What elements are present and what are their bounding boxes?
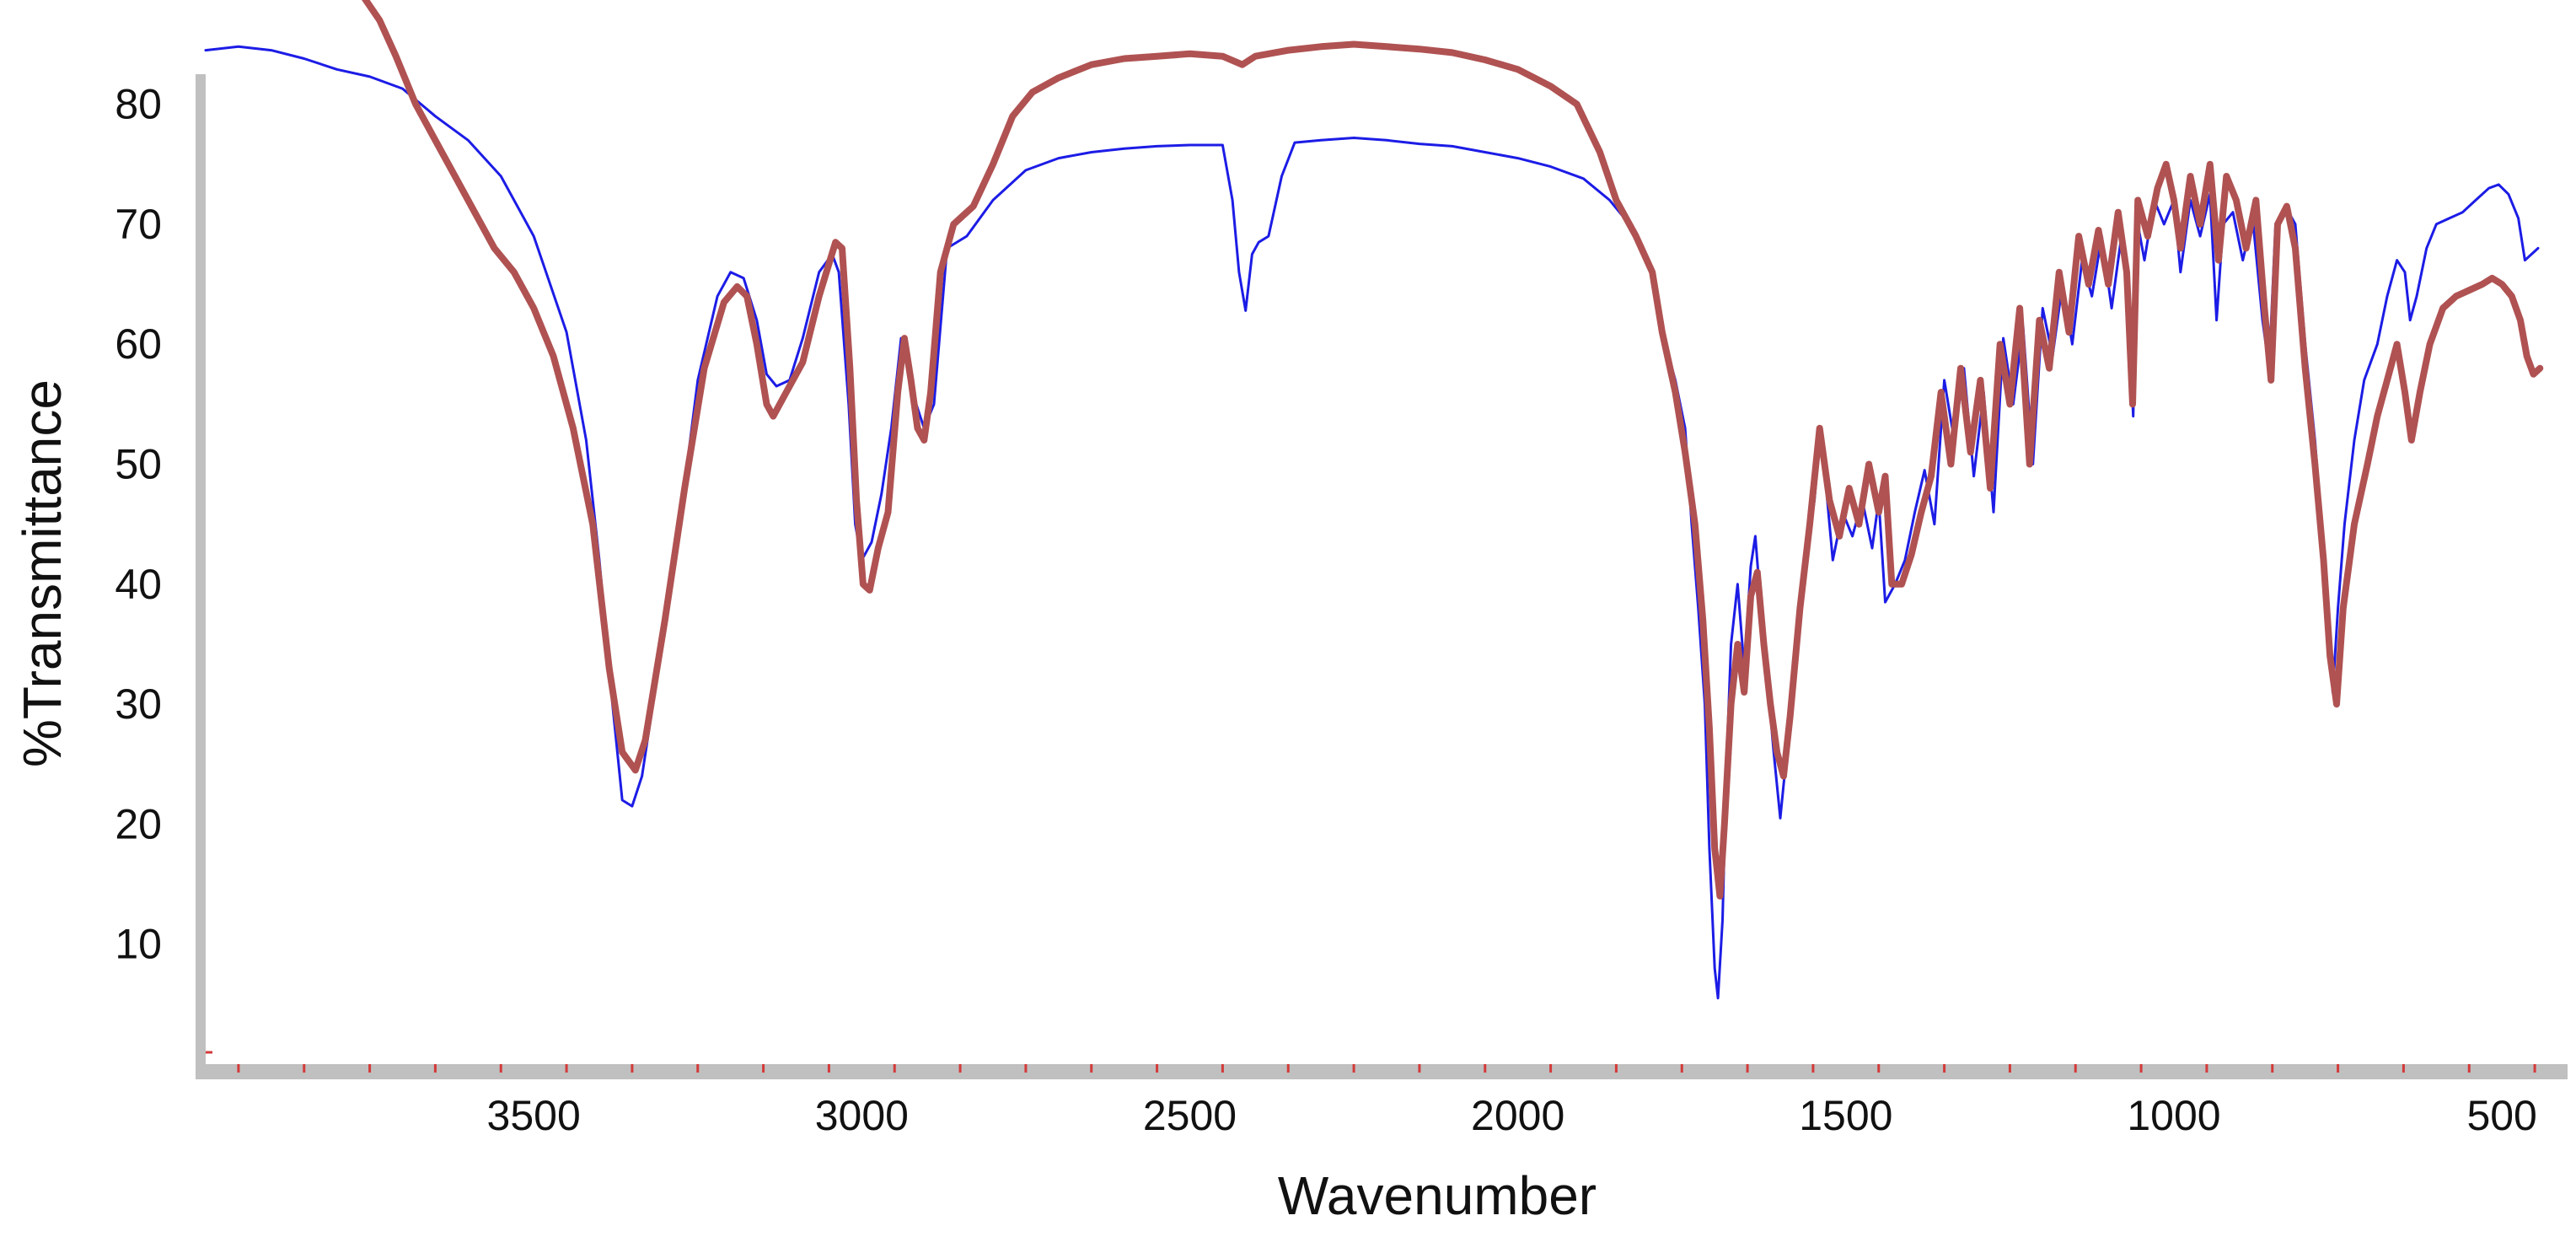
- x-axis-minor-ticks: [206, 1051, 2536, 1073]
- x-tick-label: 2500: [1143, 1092, 1237, 1139]
- x-axis-line: [196, 1064, 2568, 1079]
- y-tick-label: 80: [115, 81, 162, 128]
- y-tick-label: 20: [115, 800, 162, 847]
- x-axis-ticks: 3500 3000 2500 2000 1500 1000 500: [487, 1092, 2537, 1139]
- x-tick-label: 2000: [1471, 1092, 1564, 1139]
- y-axis-line: [196, 74, 206, 1079]
- spectrum-series: [204, 0, 2544, 1000]
- y-tick-label: 30: [115, 680, 162, 728]
- y-tick-label: 70: [115, 201, 162, 248]
- x-axis-label: Wavenumber: [1278, 1165, 1597, 1226]
- y-tick-label: 40: [115, 561, 162, 608]
- y-tick-label: 60: [115, 320, 162, 368]
- x-tick-label: 3000: [815, 1092, 909, 1139]
- y-axis-label: %Transmittance: [12, 379, 72, 767]
- spectrum-line-2: [362, 0, 2544, 900]
- y-tick-label: 10: [115, 921, 162, 968]
- x-tick-label: 1000: [2127, 1092, 2220, 1139]
- x-tick-label: 3500: [487, 1092, 581, 1139]
- chart-axes: 10 20 30 40 50 60 70 80 3500 3000 2500 2000 1500 100…: [115, 74, 2568, 1139]
- x-tick-label: 1500: [1799, 1092, 1892, 1139]
- x-tick-label: 500: [2466, 1092, 2536, 1139]
- y-axis-ticks: 10 20 30 40 50 60 70 80: [115, 81, 162, 968]
- y-tick-label: 50: [115, 441, 162, 488]
